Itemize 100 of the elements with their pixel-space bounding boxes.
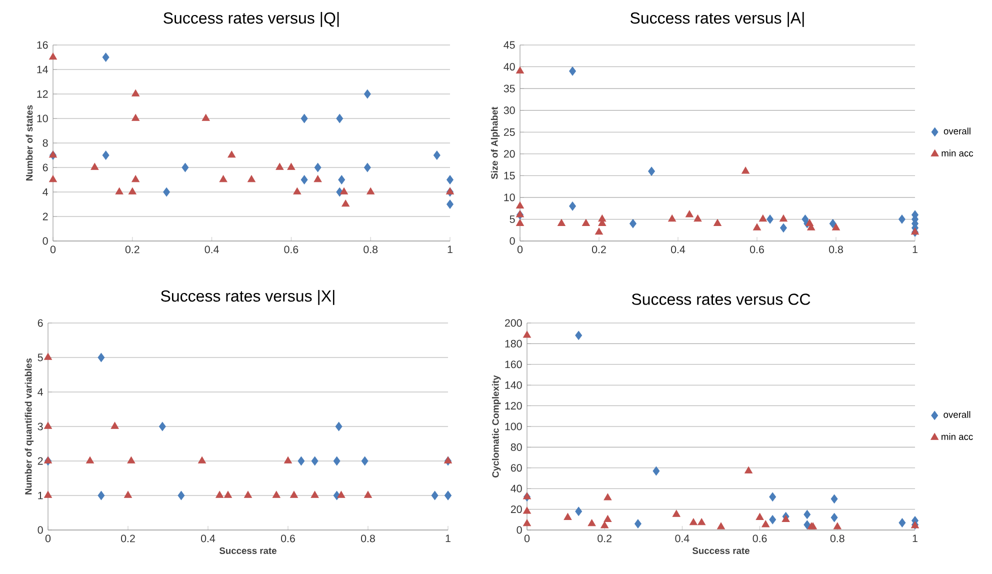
point xyxy=(523,330,531,338)
point xyxy=(110,422,119,429)
chart-title: Success rates versus |Q| xyxy=(164,12,339,27)
y-tick-label: 10 xyxy=(504,194,515,202)
y-tick-label: 40 xyxy=(504,62,515,71)
point xyxy=(830,494,838,504)
point xyxy=(575,506,582,516)
point xyxy=(717,522,725,530)
point xyxy=(431,490,438,500)
y-tick-label: 200 xyxy=(505,319,522,327)
point xyxy=(300,175,308,184)
y-tick-label: 0 xyxy=(38,526,43,534)
y-tick-label: 160 xyxy=(505,360,522,368)
y-tick-label: 35 xyxy=(504,84,515,92)
point xyxy=(780,214,788,222)
point xyxy=(523,519,531,526)
point xyxy=(604,515,612,522)
point xyxy=(340,187,348,194)
x-tick-label: 0.6 xyxy=(752,534,767,542)
point xyxy=(898,214,906,224)
point xyxy=(575,330,582,340)
x-tick-label: 0.6 xyxy=(750,246,764,254)
point xyxy=(287,162,296,170)
point xyxy=(293,187,302,194)
point xyxy=(433,150,440,160)
point xyxy=(558,219,566,226)
point xyxy=(523,506,531,514)
x-tick-label: 0.8 xyxy=(364,246,378,254)
y-tick-label: 100 xyxy=(505,422,522,430)
x-tick-label: 1 xyxy=(912,246,918,254)
point xyxy=(444,456,452,464)
point xyxy=(124,490,132,498)
point xyxy=(564,513,572,520)
point xyxy=(523,492,531,500)
x-tick-label: 0.4 xyxy=(675,534,690,542)
point xyxy=(198,456,206,464)
point xyxy=(832,223,840,230)
point xyxy=(248,175,256,182)
point xyxy=(216,490,224,498)
point xyxy=(338,175,346,184)
point xyxy=(132,114,140,121)
point xyxy=(569,202,576,211)
legend-label: overall xyxy=(944,128,970,134)
point xyxy=(284,456,292,464)
y-tick-label: 20 xyxy=(504,150,515,158)
point xyxy=(648,166,656,176)
x-tick-label: 0 xyxy=(50,246,56,254)
point xyxy=(132,175,140,182)
point xyxy=(833,522,842,530)
point xyxy=(364,89,371,99)
point xyxy=(361,456,368,466)
point xyxy=(300,114,308,124)
point xyxy=(333,456,340,466)
point xyxy=(49,175,57,182)
point xyxy=(446,200,454,209)
point xyxy=(44,456,52,464)
point xyxy=(652,466,660,476)
x-tick-label: 0.4 xyxy=(201,534,216,542)
y-tick-label: 15 xyxy=(504,172,515,180)
y-tick-label: 180 xyxy=(505,340,522,348)
point xyxy=(630,219,636,228)
x-tick-label: 0.6 xyxy=(281,534,295,542)
x-tick-label: 0.2 xyxy=(125,246,140,254)
point xyxy=(446,175,454,184)
point xyxy=(782,515,790,522)
y-tick-label: 4 xyxy=(42,188,48,196)
point xyxy=(753,223,761,230)
x-tick-label: 0.8 xyxy=(829,246,843,254)
y-tick-label: 20 xyxy=(510,506,522,514)
y-tick-label: 80 xyxy=(510,443,522,451)
point xyxy=(762,520,770,528)
y-tick-label: 120 xyxy=(505,402,522,410)
point xyxy=(804,520,811,530)
point xyxy=(102,52,110,62)
chart-title: Success rates versus |X| xyxy=(161,290,334,305)
point xyxy=(758,214,767,222)
x-tick-label: 0.2 xyxy=(592,246,606,254)
y-axis-title: Cyclomatic Complexity xyxy=(492,375,501,478)
point xyxy=(86,456,94,464)
point xyxy=(182,162,189,172)
y-axis-title: Size of Alphabet xyxy=(490,106,500,180)
x-tick-label: 0.2 xyxy=(121,534,135,542)
point xyxy=(600,521,609,528)
point xyxy=(337,490,346,498)
point xyxy=(228,150,236,158)
y-tick-label: 0 xyxy=(42,237,48,245)
point xyxy=(604,493,612,500)
legend-label: min acc xyxy=(942,433,973,440)
point xyxy=(290,490,298,498)
point xyxy=(115,187,124,194)
point xyxy=(742,166,750,174)
x-tick-label: 0.8 xyxy=(830,534,844,542)
y-tick-label: 6 xyxy=(42,164,48,172)
point xyxy=(98,352,105,362)
point xyxy=(829,219,836,228)
y-tick-label: 0 xyxy=(516,526,522,534)
point xyxy=(336,114,344,124)
point xyxy=(128,187,136,194)
point xyxy=(769,492,776,502)
x-tick-label: 0.2 xyxy=(598,534,612,542)
